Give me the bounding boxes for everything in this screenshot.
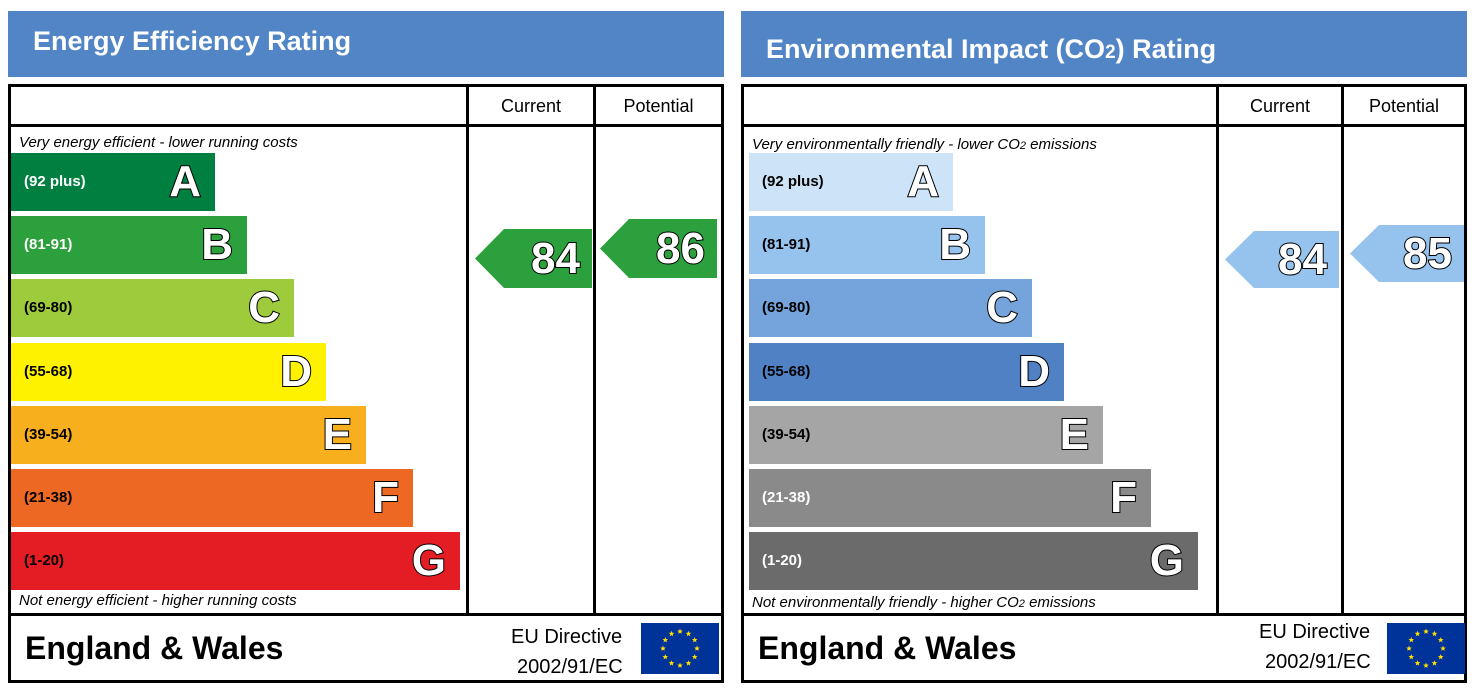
env-band-letter: E	[1059, 409, 1090, 460]
env-band-letter: B	[938, 219, 972, 270]
env-eu-directive-number: 2002/91/EC	[1265, 651, 1371, 673]
energy-divider-current	[466, 87, 469, 613]
energy-band-range: (69-80)	[24, 299, 73, 317]
energy-col-potential: Potential	[623, 96, 694, 116]
env-potential-value-wrap: 85	[1350, 225, 1464, 282]
energy-footer: England & Wales EU Directive 2002/91/EC	[8, 616, 724, 683]
env-divider-current	[1216, 87, 1219, 613]
energy-band-range: (55-68)	[24, 362, 73, 380]
env-top-caption: Very environmentally friendly - lower CO…	[752, 136, 1097, 153]
energy-col-current: Current	[500, 96, 562, 116]
energy-band-g: (1-20) G	[11, 532, 460, 591]
energy-band-f: (21-38) F	[11, 469, 413, 527]
env-bottom-caption: Not environmentally friendly - higher CO…	[752, 594, 1096, 611]
energy-efficiency-panel: Energy Efficiency Rating Current Potenti…	[8, 11, 724, 683]
energy-band-range: (92 plus)	[24, 173, 86, 190]
energy-band-range: (21-38)	[24, 489, 73, 506]
environmental-impact-panel: Environmental Impact (CO2) Rating Curren…	[741, 11, 1467, 683]
env-current-value: 84	[1277, 234, 1328, 285]
energy-band-letter: B	[200, 219, 234, 270]
env-band-letter: C	[985, 282, 1019, 333]
env-band-range: (55-68)	[762, 362, 811, 380]
env-band-a: (92 plus) A	[749, 153, 953, 211]
energy-potential-value-wrap: 86	[600, 219, 717, 278]
eu-flag-icon	[641, 623, 719, 674]
energy-divider-potential	[593, 87, 596, 613]
energy-band-letter: G	[411, 535, 447, 586]
energy-eu-directive: EU Directive	[511, 626, 623, 648]
energy-band-d: (55-68) D	[11, 342, 326, 401]
env-col-potential: Potential	[1368, 96, 1440, 116]
env-potential-arrow	[1350, 225, 1464, 282]
energy-band-e: (39-54) E	[11, 405, 366, 464]
env-band-range: (39-54)	[762, 425, 811, 443]
energy-band-range: (81-91)	[24, 236, 73, 254]
env-band-range: (69-80)	[762, 299, 811, 317]
env-band-c: (69-80) C	[749, 279, 1032, 338]
env-col-current: Current	[1249, 96, 1311, 116]
env-current-value-wrap: 84	[1225, 231, 1339, 288]
energy-title-text: Energy Efficiency Rating	[33, 26, 352, 56]
energy-band-c: (69-80) C	[11, 279, 294, 338]
env-current-arrow	[1225, 231, 1339, 288]
energy-band-letter: F	[371, 472, 400, 523]
env-band-range: (81-91)	[762, 236, 811, 254]
energy-current-value-wrap: 84	[475, 229, 592, 288]
env-potential-value: 85	[1402, 228, 1453, 279]
energy-top-caption: Very energy efficient - lower running co…	[19, 134, 298, 151]
env-band-e: (39-54) E	[749, 405, 1103, 464]
env-footer: England & Wales EU Directive 2002/91/EC	[741, 616, 1467, 683]
energy-bottom-caption: Not energy efficient - higher running co…	[19, 592, 297, 609]
env-band-f: (21-38) F	[749, 469, 1151, 527]
energy-band-letter: A	[168, 156, 202, 207]
energy-potential-value: 86	[655, 223, 706, 274]
env-band-range: (1-20)	[762, 552, 803, 570]
env-divider-potential	[1341, 87, 1344, 613]
env-band-letter: A	[906, 156, 940, 207]
env-band-range: (92 plus)	[762, 173, 824, 190]
eu-flag-icon	[1387, 623, 1465, 674]
energy-efficiency-title: Energy Efficiency Rating	[8, 11, 724, 77]
energy-header-divider	[11, 124, 721, 127]
env-band-d: (55-68) D	[749, 342, 1064, 401]
env-band-letter: F	[1109, 472, 1138, 523]
energy-rating-frame: Current Potential Very energy efficient …	[8, 84, 724, 616]
env-band-g: (1-20) G	[749, 532, 1198, 591]
energy-region: England & Wales	[25, 630, 284, 666]
env-eu-directive: EU Directive	[1259, 621, 1371, 643]
energy-potential-arrow	[600, 219, 717, 278]
energy-band-letter: C	[247, 282, 281, 333]
env-rating-frame: Current Potential Very environmentally f…	[741, 84, 1467, 616]
env-title-prefix: Environmental Impact (CO	[766, 34, 1106, 64]
energy-band-range: (39-54)	[24, 425, 73, 443]
env-title-suffix: ) Rating	[1115, 34, 1217, 64]
environmental-impact-title: Environmental Impact (CO2) Rating	[741, 11, 1467, 77]
energy-band-a: (92 plus) A	[11, 153, 215, 211]
env-band-letter: D	[1017, 346, 1051, 397]
env-band-range: (21-38)	[762, 489, 811, 506]
energy-band-letter: D	[279, 346, 313, 397]
energy-current-arrow	[475, 229, 592, 288]
energy-band-b: (81-91) B	[11, 216, 247, 275]
env-header-divider	[744, 124, 1464, 127]
env-title-sub: 2	[1105, 42, 1116, 63]
env-band-letter: G	[1149, 535, 1185, 586]
energy-band-letter: E	[322, 409, 353, 460]
env-region: England & Wales	[758, 630, 1017, 666]
energy-eu-directive-number: 2002/91/EC	[517, 656, 623, 678]
env-band-b: (81-91) B	[749, 216, 985, 275]
energy-current-value: 84	[530, 233, 581, 284]
energy-band-range: (1-20)	[24, 552, 65, 570]
